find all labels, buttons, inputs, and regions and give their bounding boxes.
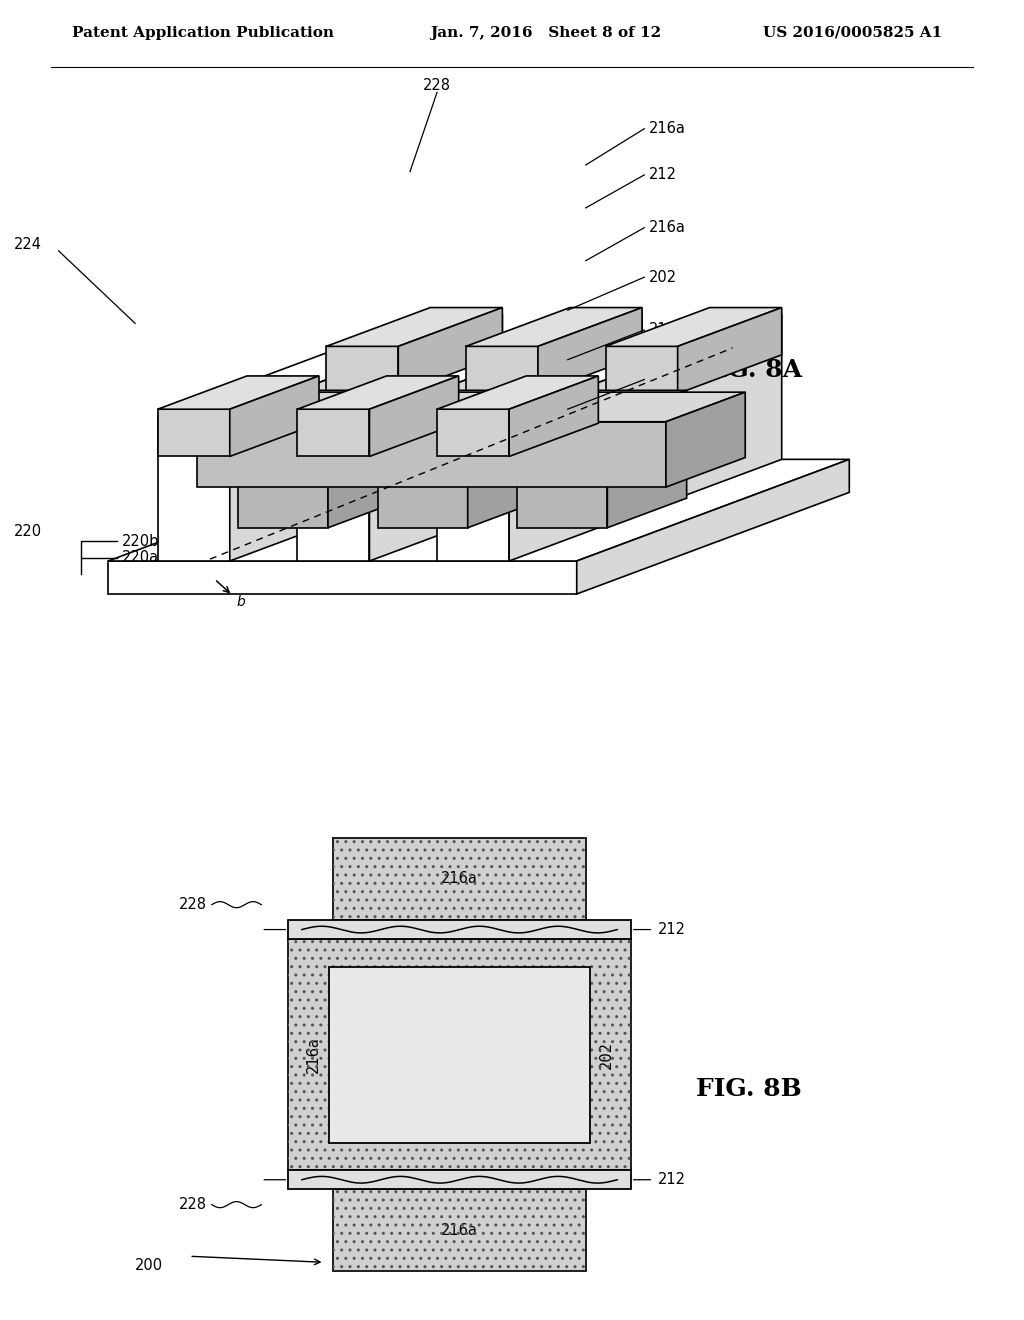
Polygon shape [437, 409, 509, 457]
Text: 228: 228 [423, 78, 451, 94]
Bar [334, 1189, 586, 1271]
Bar [334, 1189, 586, 1271]
Polygon shape [378, 420, 468, 528]
Text: 216a: 216a [441, 871, 478, 886]
Text: 202: 202 [598, 1040, 613, 1069]
Polygon shape [158, 376, 319, 409]
Polygon shape [158, 416, 229, 561]
Text: 228: 228 [179, 1197, 207, 1212]
Polygon shape [238, 391, 408, 420]
Text: 216a: 216a [649, 121, 686, 136]
Polygon shape [158, 314, 503, 416]
Text: b: b [237, 595, 246, 609]
Bar [289, 1170, 631, 1189]
Polygon shape [297, 376, 459, 409]
Polygon shape [109, 459, 849, 561]
Text: 202: 202 [649, 269, 677, 285]
Text: 220: 220 [13, 524, 42, 539]
Text: 212: 212 [657, 1172, 686, 1187]
Polygon shape [466, 346, 538, 393]
Polygon shape [328, 391, 408, 528]
Bar [334, 838, 586, 920]
Bar [329, 966, 590, 1143]
Polygon shape [297, 314, 642, 416]
Bar [289, 920, 631, 940]
Polygon shape [398, 308, 503, 393]
Text: 212: 212 [657, 923, 686, 937]
Text: 220a: 220a [122, 550, 159, 565]
Polygon shape [437, 376, 598, 409]
Text: b: b [770, 326, 779, 341]
Polygon shape [517, 420, 607, 528]
Text: FIG. 8B: FIG. 8B [696, 1077, 802, 1101]
Text: Jan. 7, 2016   Sheet 8 of 12: Jan. 7, 2016 Sheet 8 of 12 [430, 25, 662, 40]
Polygon shape [327, 346, 398, 393]
Text: 216a: 216a [649, 220, 686, 235]
Polygon shape [109, 561, 577, 594]
Text: 216a: 216a [441, 1222, 478, 1238]
Polygon shape [437, 314, 781, 416]
Polygon shape [605, 346, 678, 393]
Text: 212: 212 [649, 322, 677, 338]
Polygon shape [327, 308, 503, 346]
Polygon shape [229, 314, 503, 561]
Text: 200: 200 [135, 1258, 163, 1272]
Polygon shape [605, 308, 781, 346]
Polygon shape [370, 376, 459, 457]
Polygon shape [198, 422, 666, 487]
Text: 216a: 216a [305, 1036, 321, 1073]
Text: 220b: 220b [122, 533, 159, 549]
Text: 224: 224 [13, 236, 42, 252]
Polygon shape [468, 391, 547, 528]
Polygon shape [158, 409, 229, 457]
Polygon shape [466, 308, 642, 346]
Text: US 2016/0005825 A1: US 2016/0005825 A1 [763, 25, 942, 40]
Bar [289, 940, 631, 1170]
Polygon shape [678, 308, 781, 393]
Polygon shape [509, 314, 781, 561]
Polygon shape [607, 391, 687, 528]
Bar [289, 940, 631, 1170]
Text: FIG. 8A: FIG. 8A [698, 358, 802, 381]
Polygon shape [198, 392, 745, 422]
Polygon shape [437, 416, 509, 561]
Polygon shape [378, 391, 547, 420]
Text: 212: 212 [649, 168, 677, 182]
Polygon shape [238, 420, 328, 528]
Text: 216a: 216a [649, 372, 686, 387]
Polygon shape [509, 376, 598, 457]
Polygon shape [666, 392, 745, 487]
Bar [334, 838, 586, 920]
Polygon shape [517, 391, 687, 420]
Polygon shape [577, 459, 849, 594]
Text: Patent Application Publication: Patent Application Publication [72, 25, 334, 40]
Polygon shape [538, 308, 642, 393]
Polygon shape [297, 416, 370, 561]
Text: 228: 228 [179, 898, 207, 912]
Polygon shape [229, 376, 319, 457]
Polygon shape [297, 409, 370, 457]
Polygon shape [370, 314, 642, 561]
